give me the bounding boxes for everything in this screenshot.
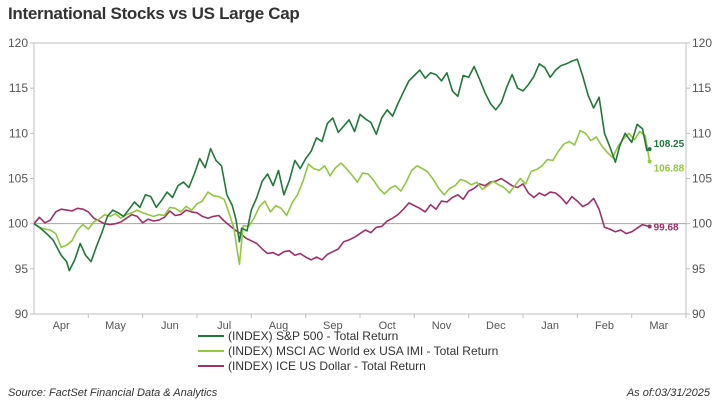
as-of-date: As of:03/31/2025 [626,387,710,399]
y-tick-label-left: 115 [9,81,28,95]
legend-item: (INDEX) S&P 500 - Total Return [198,328,498,343]
x-tick-label: Jan [541,320,559,332]
legend-label: (INDEX) S&P 500 - Total Return [228,328,399,343]
source-note: Source: FactSet Financial Data & Analyti… [8,387,218,399]
x-tick-label: Jul [217,320,231,332]
chart-axes: 90 90 95 95 100 100 105 105 110 110 115 115 120 120 Ap… [8,36,712,332]
series-end-marker [647,224,652,229]
legend-label: (INDEX) MSCI AC World ex USA IMI - Total… [228,343,499,358]
x-tick-label: Feb [595,320,614,332]
x-tick-label: Apr [53,320,70,332]
legend-swatch [198,364,224,367]
end-labels: 108.25 106.88 99.68 [647,139,685,234]
x-tick-label: Jun [161,320,179,332]
y-tick-label-right: 115 [692,81,711,95]
series-end-label: 106.88 [654,164,685,175]
y-tick-label-left: 110 [9,126,28,140]
legend-item: (INDEX) ICE US Dollar - Total Return [198,358,498,373]
legend-swatch [198,334,224,337]
y-tick-label-left: 120 [8,36,28,50]
series-end-label: 108.25 [654,139,685,150]
legend-label: (INDEX) ICE US Dollar - Total Return [228,358,426,373]
series-line-0 [33,58,650,272]
series-lines [33,58,651,272]
x-tick-label: May [105,320,126,332]
x-tick-label: Aug [269,320,289,332]
chart-title: International Stocks vs US Large Cap [8,4,300,23]
x-tick-label: Mar [649,320,668,332]
series-line-1 [33,129,651,266]
series-end-marker [647,159,652,164]
y-tick-label-right: 120 [692,36,712,50]
legend: (INDEX) S&P 500 - Total Return (INDEX) MS… [198,328,498,373]
x-tick-label: Sep [323,320,343,332]
x-tick-label: Nov [432,320,452,332]
x-tick-label: Dec [486,320,506,332]
y-tick-label-left: 95 [15,262,29,276]
x-tick-label: Oct [379,320,396,332]
y-tick-label-right: 90 [692,307,706,321]
y-tick-label-right: 95 [692,262,706,276]
series-end-label: 99.68 [654,223,679,234]
y-tick-label-left: 100 [8,217,28,231]
series-end-marker [647,147,652,152]
y-tick-label-right: 105 [692,172,712,186]
legend-item: (INDEX) MSCI AC World ex USA IMI - Total… [198,343,498,358]
series-line-2 [33,177,650,261]
y-tick-label-right: 100 [692,217,712,231]
y-tick-label-left: 105 [8,172,28,186]
y-tick-label-right: 110 [692,126,711,140]
legend-swatch [198,349,224,352]
y-tick-label-left: 90 [15,307,29,321]
